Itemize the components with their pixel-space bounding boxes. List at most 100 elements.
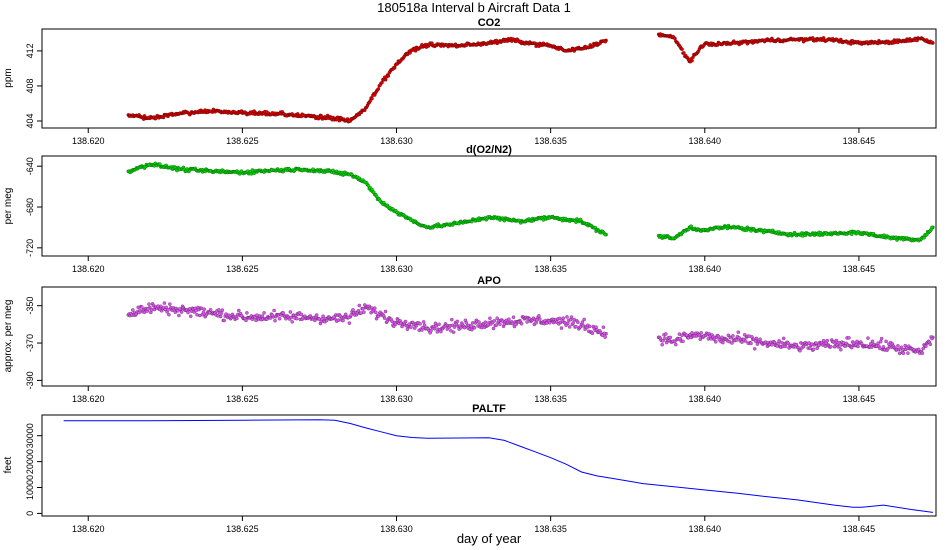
data-point-apo	[491, 326, 496, 331]
x-tick-label-paltf-5: 138.645	[843, 524, 876, 534]
data-point-apo	[930, 336, 934, 341]
y-tick-label-apo-0: -350	[25, 297, 35, 315]
data-point-apo	[477, 320, 481, 324]
x-tick-label-paltf-3: 138.635	[534, 524, 567, 534]
data-point-apo	[130, 308, 135, 312]
data-point-apo	[594, 325, 598, 329]
data-point-apo	[668, 335, 673, 340]
data-point-apo	[825, 338, 830, 343]
data-point-apo	[510, 321, 515, 326]
data-point-apo	[783, 344, 788, 349]
data-point-apo	[146, 307, 150, 311]
data-point-apo	[351, 307, 355, 312]
data-point-co2	[680, 47, 684, 52]
data-point-apo	[321, 314, 325, 319]
x-tick-label-paltf-0: 138.620	[72, 524, 105, 534]
x-tick-label-o2n2-5: 138.645	[843, 264, 876, 274]
x-axis-apo: 138.620 138.625 138.630 138.635 138.640 138.6…	[72, 386, 875, 404]
data-point-apo	[270, 313, 275, 317]
data-point-apo	[878, 339, 883, 344]
data-marks-co2	[126, 32, 935, 124]
data-point-apo	[349, 313, 354, 317]
y-tick-label-o2n2-0: -640	[25, 157, 35, 175]
data-point-apo	[580, 320, 585, 325]
data-point-apo	[567, 325, 572, 329]
data-point-o2n2	[686, 227, 691, 232]
chart-title-apo: APO	[477, 275, 501, 287]
x-tick-label-o2n2-2: 138.630	[380, 264, 413, 274]
data-point-apo	[391, 324, 396, 329]
data-point-apo	[451, 330, 456, 335]
data-point-apo	[749, 341, 753, 346]
x-tick-label-paltf-2: 138.630	[380, 524, 413, 534]
data-point-apo	[452, 325, 457, 329]
data-point-apo	[235, 316, 239, 321]
data-point-apo	[899, 345, 904, 350]
data-point-apo	[405, 327, 410, 332]
data-point-apo	[202, 307, 207, 312]
data-point-apo	[383, 309, 388, 314]
data-point-apo	[565, 315, 569, 319]
y-tick-label-o2n2-2: -720	[25, 239, 35, 257]
data-marks-apo	[126, 301, 935, 356]
series-line-paltf	[63, 419, 933, 513]
data-point-apo	[177, 306, 182, 311]
data-point-apo	[572, 317, 577, 322]
data-point-apo	[603, 335, 608, 339]
data-point-apo	[547, 320, 552, 325]
data-point-apo	[906, 351, 910, 355]
data-point-apo	[838, 347, 843, 352]
y-tick-label-paltf-3: 30000	[25, 423, 35, 448]
data-point-apo	[884, 339, 888, 344]
data-point-apo	[218, 314, 223, 319]
data-point-apo	[421, 320, 426, 324]
data-point-co2	[690, 58, 694, 63]
data-point-apo	[576, 320, 580, 325]
data-point-apo	[743, 339, 748, 343]
data-point-apo	[511, 315, 516, 320]
data-point-apo	[896, 343, 900, 348]
data-point-apo	[186, 310, 190, 315]
data-point-co2	[386, 74, 391, 78]
data-point-apo	[498, 322, 502, 327]
data-point-apo	[561, 316, 566, 321]
data-point-apo	[422, 323, 427, 328]
data-point-apo	[537, 317, 542, 321]
data-point-apo	[731, 334, 735, 338]
data-point-apo	[879, 336, 884, 341]
data-marks-o2n2	[126, 161, 935, 243]
data-point-apo	[166, 307, 170, 312]
data-point-apo	[559, 326, 564, 330]
data-point-co2	[603, 39, 608, 44]
y-axis-co2: 404 408 412	[25, 43, 42, 129]
data-point-apo	[752, 346, 757, 351]
data-point-apo	[590, 331, 595, 336]
data-point-apo	[288, 310, 293, 314]
data-point-co2	[376, 87, 381, 91]
y-axis-label-co2: ppm	[3, 68, 14, 87]
data-point-apo	[236, 308, 241, 313]
data-point-apo	[866, 336, 870, 340]
data-point-apo	[834, 338, 839, 343]
data-point-apo	[449, 317, 454, 322]
data-point-co2	[930, 40, 934, 45]
x-tick-label-o2n2-3: 138.635	[534, 264, 567, 274]
data-point-apo	[362, 310, 366, 315]
data-point-apo	[294, 316, 299, 321]
data-point-apo	[147, 302, 151, 306]
data-point-apo	[382, 316, 387, 321]
data-point-apo	[439, 329, 443, 334]
data-point-apo	[357, 303, 362, 308]
data-point-apo	[924, 344, 928, 349]
data-point-apo	[823, 344, 828, 349]
y-tick-label-co2-1: 408	[25, 78, 35, 93]
y-axis-o2n2: -640 -680 -720	[25, 157, 42, 257]
data-point-apo	[519, 321, 524, 326]
x-tick-label-co2-1: 138.625	[226, 136, 259, 146]
data-point-apo	[222, 318, 227, 323]
data-point-apo	[736, 330, 741, 335]
data-point-apo	[781, 336, 786, 341]
data-point-apo	[582, 317, 587, 322]
data-point-apo	[201, 310, 206, 315]
